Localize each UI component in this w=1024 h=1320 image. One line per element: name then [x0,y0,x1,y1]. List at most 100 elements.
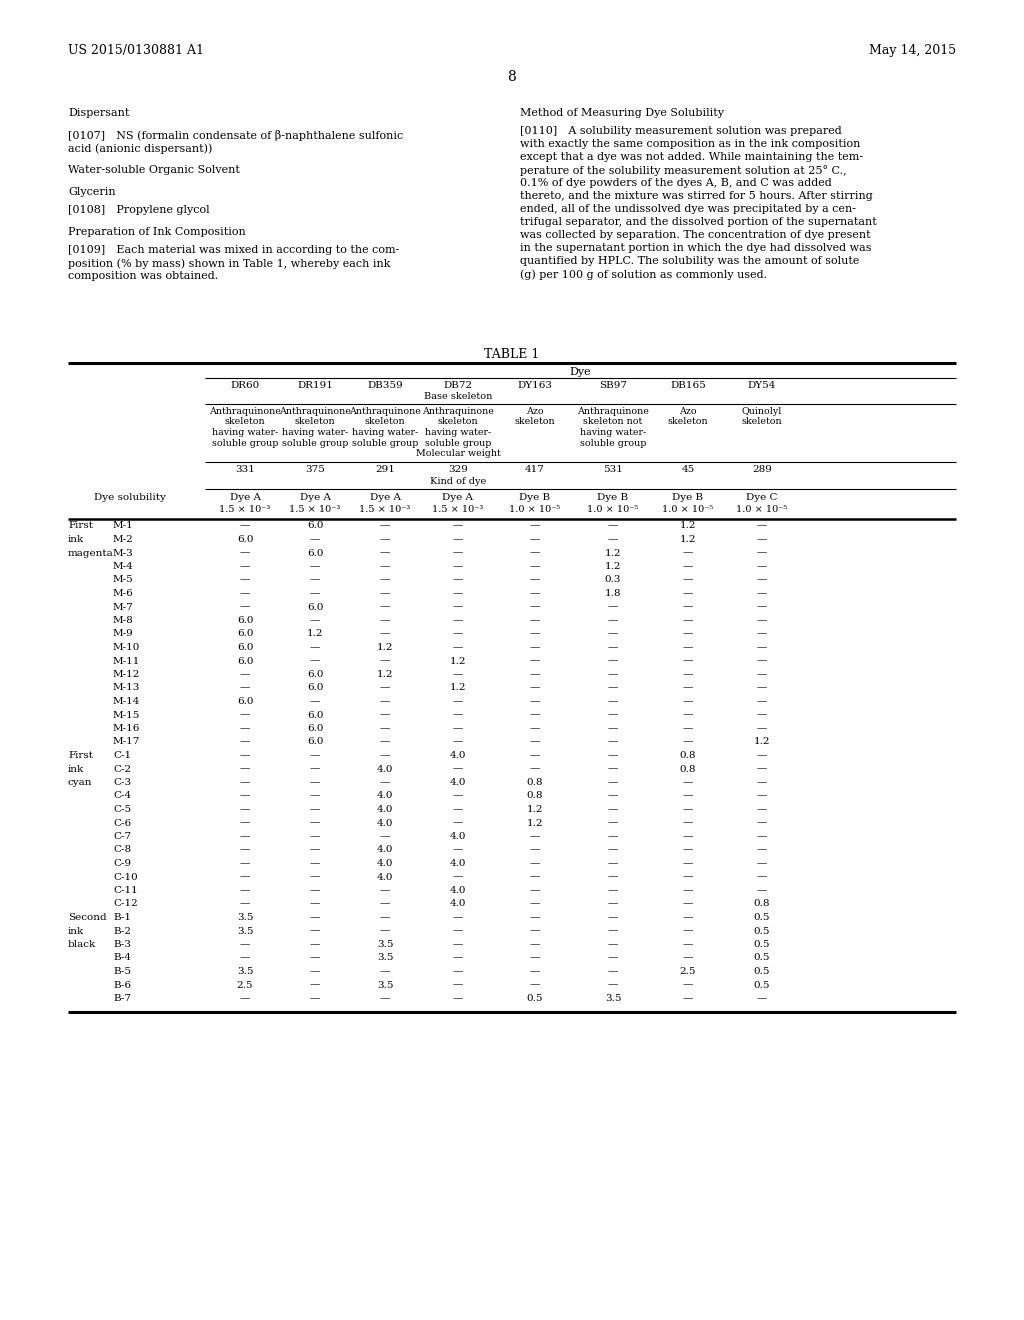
Text: M-15: M-15 [113,710,140,719]
Text: —: — [608,535,618,544]
Text: M-3: M-3 [113,549,134,557]
Text: 1.2: 1.2 [450,684,466,693]
Text: —: — [529,521,541,531]
Text: —: — [453,535,463,544]
Text: 6.0: 6.0 [307,602,324,611]
Text: —: — [310,832,321,841]
Text: —: — [683,927,693,936]
Text: C-4: C-4 [113,792,131,800]
Text: —: — [380,751,390,760]
Text: 531: 531 [603,466,623,474]
Text: —: — [380,549,390,557]
Text: position (% by mass) shown in Table 1, whereby each ink: position (% by mass) shown in Table 1, w… [68,257,390,268]
Text: Azo: Azo [679,407,696,416]
Text: —: — [240,671,250,678]
Text: Base skeleton: Base skeleton [424,392,493,401]
Text: skeleton: skeleton [741,417,782,426]
Text: —: — [453,671,463,678]
Text: —: — [240,549,250,557]
Text: with exactly the same composition as in the ink composition: with exactly the same composition as in … [520,139,860,149]
Text: —: — [683,589,693,598]
Text: B-5: B-5 [113,968,131,975]
Text: C-3: C-3 [113,777,131,787]
Text: —: — [608,723,618,733]
Text: Anthraquinone: Anthraquinone [349,407,421,416]
Text: —: — [683,940,693,949]
Text: May 14, 2015: May 14, 2015 [869,44,956,57]
Text: M-4: M-4 [113,562,134,572]
Text: M-7: M-7 [113,602,134,611]
Text: —: — [757,859,767,869]
Text: 1.2: 1.2 [754,738,770,747]
Text: —: — [310,643,321,652]
Text: 331: 331 [236,466,255,474]
Text: —: — [453,953,463,962]
Text: —: — [683,616,693,624]
Text: 3.5: 3.5 [237,968,253,975]
Text: 0.8: 0.8 [680,764,696,774]
Text: 1.5 × 10⁻³: 1.5 × 10⁻³ [290,504,341,513]
Text: —: — [310,589,321,598]
Text: 8: 8 [508,70,516,84]
Text: C-12: C-12 [113,899,138,908]
Text: —: — [310,940,321,949]
Text: —: — [240,994,250,1003]
Text: —: — [380,777,390,787]
Text: perature of the solubility measurement solution at 25° C.,: perature of the solubility measurement s… [520,165,847,176]
Text: Kind of dye: Kind of dye [430,477,486,486]
Text: —: — [240,777,250,787]
Text: 1.5 × 10⁻³: 1.5 × 10⁻³ [219,504,270,513]
Text: B-3: B-3 [113,940,131,949]
Text: Dye B: Dye B [597,492,629,502]
Text: —: — [529,723,541,733]
Text: DB165: DB165 [670,381,706,389]
Text: —: — [380,656,390,665]
Text: —: — [240,899,250,908]
Text: —: — [683,697,693,706]
Text: —: — [453,873,463,882]
Text: —: — [757,873,767,882]
Text: —: — [310,913,321,921]
Text: —: — [453,602,463,611]
Text: 6.0: 6.0 [237,697,253,706]
Text: having water-: having water- [352,428,418,437]
Text: 6.0: 6.0 [307,549,324,557]
Text: 0.3: 0.3 [605,576,622,585]
Text: 0.8: 0.8 [526,792,544,800]
Text: —: — [240,576,250,585]
Text: —: — [310,562,321,572]
Text: —: — [757,602,767,611]
Text: Dye A: Dye A [370,492,400,502]
Text: 1.2: 1.2 [680,521,696,531]
Text: —: — [608,859,618,869]
Text: Glycerin: Glycerin [68,187,116,197]
Text: Dye A: Dye A [442,492,473,502]
Text: —: — [529,738,541,747]
Text: 1.2: 1.2 [377,643,393,652]
Text: —: — [757,656,767,665]
Text: Dispersant: Dispersant [68,108,129,117]
Text: 0.8: 0.8 [754,899,770,908]
Text: —: — [240,792,250,800]
Text: Molecular weight: Molecular weight [416,449,501,458]
Text: —: — [380,968,390,975]
Text: —: — [240,940,250,949]
Text: Method of Measuring Dye Solubility: Method of Measuring Dye Solubility [520,108,724,117]
Text: 6.0: 6.0 [307,723,324,733]
Text: First: First [68,751,93,760]
Text: M-10: M-10 [113,643,140,652]
Text: —: — [529,940,541,949]
Text: —: — [608,684,618,693]
Text: soluble group: soluble group [580,438,646,447]
Text: —: — [608,953,618,962]
Text: —: — [683,562,693,572]
Text: —: — [453,616,463,624]
Text: Dye B: Dye B [519,492,551,502]
Text: M-14: M-14 [113,697,140,706]
Text: having water-: having water- [282,428,348,437]
Text: Dye solubility: Dye solubility [94,492,166,502]
Text: —: — [757,549,767,557]
Text: 1.5 × 10⁻³: 1.5 × 10⁻³ [359,504,411,513]
Text: —: — [240,818,250,828]
Text: 417: 417 [525,466,545,474]
